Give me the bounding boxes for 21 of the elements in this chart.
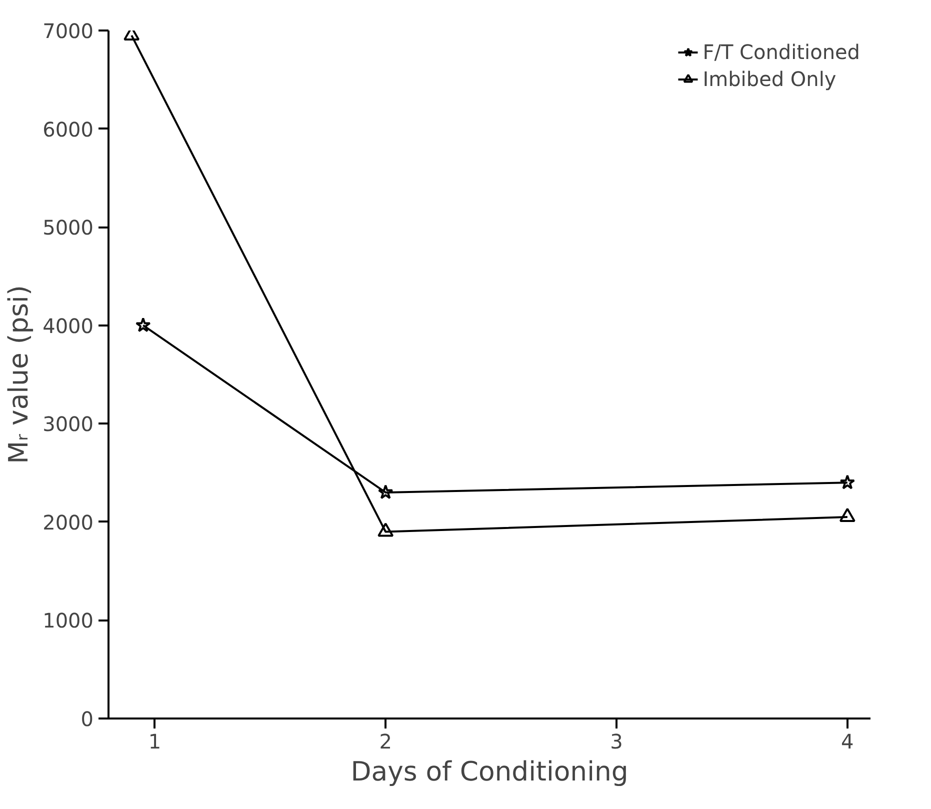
- legend-label: Imbibed Only: [702, 67, 836, 91]
- point: [839, 508, 856, 522]
- y-tick-label: 6000: [42, 117, 94, 142]
- x-tick-label: 4: [841, 730, 854, 754]
- y-tick-label: 5000: [42, 216, 94, 240]
- point: [135, 317, 151, 332]
- point: [378, 522, 394, 537]
- y-tick-label: 0: [80, 707, 94, 731]
- y-tick-label: 3000: [42, 412, 94, 436]
- y-tick-label: 2000: [42, 510, 94, 534]
- x-tick-label: 3: [610, 730, 623, 754]
- point: [840, 474, 856, 490]
- x-axis-title: Days of Conditioning: [350, 756, 628, 788]
- y-tick-label: 1000: [42, 608, 94, 633]
- point: [378, 484, 394, 500]
- y-tick-label: 4000: [42, 314, 94, 338]
- x-tick-label: 1: [148, 730, 162, 754]
- y-tick-label: 7000: [42, 19, 94, 43]
- legend-label: F/T Conditioned: [702, 40, 860, 64]
- x-tick-label: 2: [379, 730, 392, 754]
- y-axis-title: Mᵣ value (psi): [4, 285, 35, 464]
